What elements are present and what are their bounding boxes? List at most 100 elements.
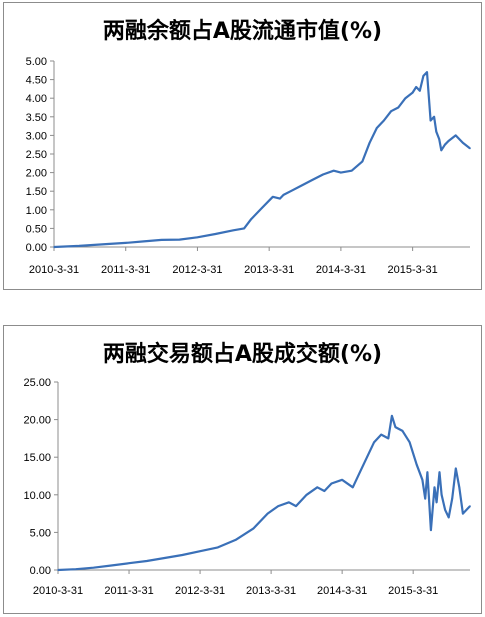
data-point [252, 527, 255, 530]
chart-panel-margin-turnover: 两融交易额占A股成交额(%) 0.00 5.00 10.00 15.00 20.00 25… [3, 325, 482, 614]
data-point [408, 441, 411, 443]
data-point [375, 127, 378, 129]
data-point [444, 509, 446, 511]
data-point [295, 505, 297, 507]
data-point [323, 490, 326, 492]
y-tick-label: 4.00 [26, 93, 47, 105]
data-point [78, 245, 80, 247]
data-point [424, 497, 427, 500]
series-line [57, 414, 471, 572]
data-point [128, 562, 130, 565]
data-point [300, 184, 303, 187]
data-point [438, 138, 440, 140]
data-point [196, 236, 199, 239]
data-point [387, 437, 390, 440]
x-tick-label: 2012-3-31 [172, 264, 222, 276]
data-point [430, 529, 432, 531]
data-point [351, 486, 354, 489]
data-point [178, 238, 181, 241]
data-point [421, 478, 424, 481]
data-point [366, 456, 368, 458]
x-tick-label: 2015-3-31 [388, 264, 438, 276]
data-point [426, 71, 428, 73]
data-point [340, 171, 342, 174]
data-point [243, 227, 245, 230]
data-point [440, 494, 443, 496]
data-point [199, 550, 201, 552]
data-point [426, 471, 429, 474]
y-tick-label: 2.00 [26, 168, 47, 180]
chart-svg-margin-balance: 0.00 0.50 1.00 1.50 2.00 2.50 3.00 3.50 4.00 4.50… [26, 56, 471, 276]
data-point [214, 233, 217, 235]
data-point [305, 494, 308, 496]
y-tick-label: 4.50 [26, 75, 47, 87]
y-tick-label: 20.00 [23, 415, 51, 427]
x-tick-label: 2013-3-31 [244, 264, 294, 276]
data-point [368, 142, 371, 144]
x-tick-label: 2013-3-31 [246, 585, 296, 597]
chart-title: 两融交易额占A股成交额(%) [102, 342, 383, 367]
data-point [415, 86, 418, 88]
y-tick-label: 3.50 [26, 112, 47, 124]
data-point [454, 134, 457, 137]
data-point [383, 119, 385, 122]
x-tick-label: 2010-3-31 [33, 585, 83, 597]
data-point [181, 554, 184, 556]
y-tick-label: 25.00 [23, 377, 51, 389]
x-tick-label: 2010-3-31 [29, 264, 79, 276]
data-point [440, 149, 443, 152]
data-point [163, 557, 166, 559]
data-point [394, 426, 397, 428]
chart-svg-margin-turnover: 0.00 5.00 10.00 15.00 20.00 25.00 2010-3-31 201… [23, 377, 471, 597]
data-point [160, 239, 163, 241]
data-point [404, 97, 407, 99]
x-tick-label: 2014-3-31 [317, 585, 367, 597]
data-point [429, 119, 432, 122]
data-point [277, 505, 280, 507]
data-point [359, 471, 361, 474]
data-point [53, 246, 55, 248]
data-point [350, 169, 353, 172]
data-point [271, 195, 274, 198]
y-tick-label: 3.00 [26, 130, 47, 142]
data-point [142, 240, 145, 243]
x-tick-label: 2015-3-31 [388, 585, 438, 597]
data-point [438, 471, 441, 474]
data-point [462, 512, 464, 515]
data-point [390, 110, 392, 113]
data-point [124, 242, 127, 244]
data-point [110, 564, 113, 567]
data-point [433, 116, 435, 118]
data-point [462, 142, 464, 144]
data-point [380, 433, 383, 436]
data-point [232, 229, 235, 232]
y-tick-label: 5.00 [30, 527, 51, 539]
data-point [422, 75, 425, 77]
data-point [401, 430, 404, 432]
data-point [435, 501, 438, 504]
data-point [435, 130, 438, 133]
y-tick-label: 1.50 [26, 186, 47, 198]
chart-title: 两融余额占A股流通市值(%) [102, 19, 383, 44]
data-point [250, 218, 253, 220]
data-point [288, 501, 290, 504]
data-point [145, 560, 148, 562]
data-point [261, 207, 263, 209]
x-tick-label: 2011-3-31 [104, 585, 153, 597]
data-point [234, 539, 237, 541]
data-point [332, 169, 335, 172]
series-line [53, 71, 471, 249]
data-point [469, 505, 471, 507]
y-tick-label: 0.00 [26, 242, 47, 254]
y-tick-label: 0.00 [30, 565, 51, 577]
data-point [469, 147, 471, 150]
data-point [74, 568, 77, 571]
x-tick-label: 2011-3-31 [101, 264, 150, 276]
data-point [361, 160, 364, 163]
y-tick-label: 5.00 [26, 56, 47, 68]
data-point [322, 173, 324, 176]
data-point [373, 441, 375, 443]
data-point [92, 566, 95, 569]
data-point [411, 91, 414, 94]
y-tick-label: 15.00 [23, 452, 51, 464]
